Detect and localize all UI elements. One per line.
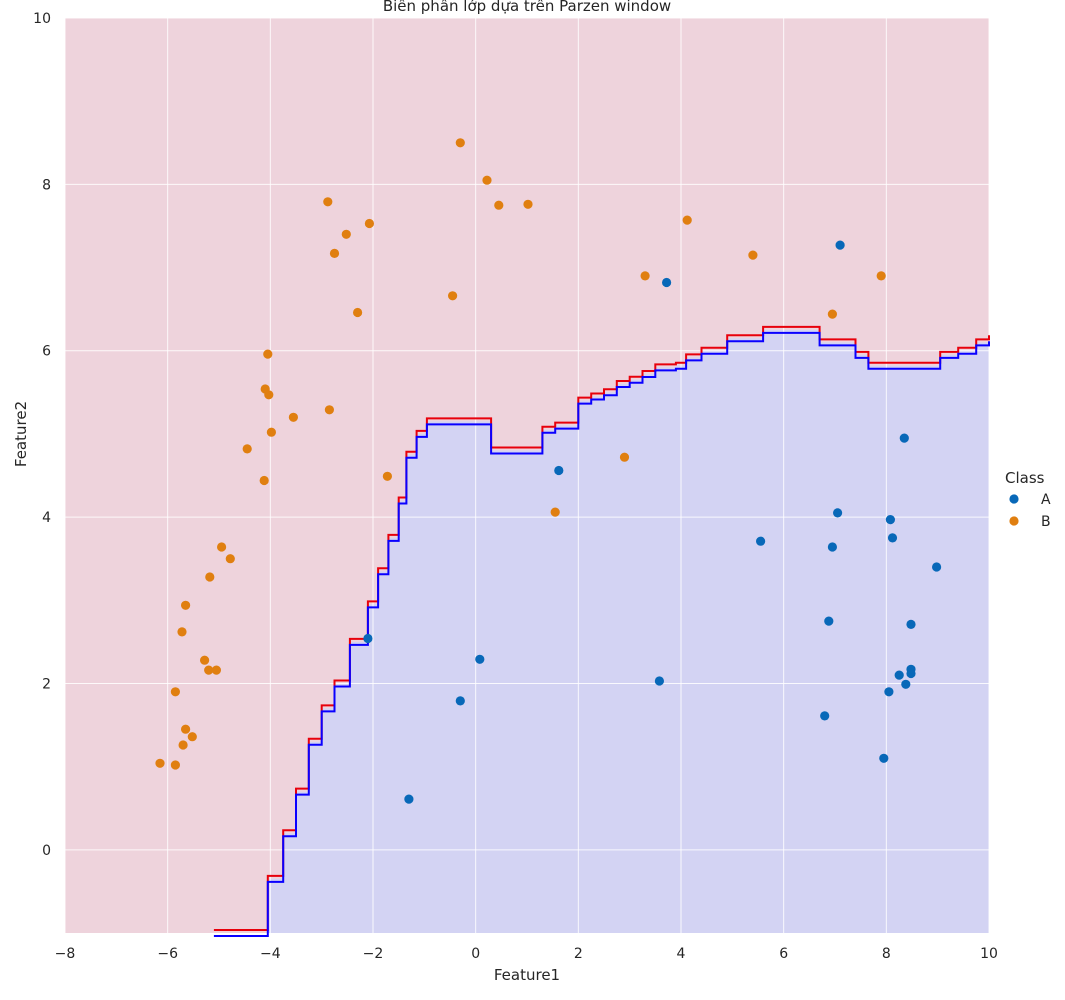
scatter-point-b bbox=[181, 600, 191, 610]
scatter-point-a bbox=[894, 670, 904, 680]
y-tick-label: 2 bbox=[42, 676, 51, 692]
scatter-point-b bbox=[619, 452, 630, 462]
scatter-point-b bbox=[323, 197, 333, 207]
scatter-point-a bbox=[906, 668, 916, 679]
scatter-point-b bbox=[181, 724, 191, 734]
scatter-point-b bbox=[242, 444, 252, 454]
scatter-point-a bbox=[884, 687, 894, 697]
scatter-point-a bbox=[879, 753, 889, 763]
scatter-point-b bbox=[364, 218, 374, 229]
scatter-point-a bbox=[827, 542, 838, 552]
y-axis-label: Feature2 bbox=[12, 401, 30, 467]
scatter-point-b bbox=[827, 309, 838, 319]
scatter-point-a bbox=[554, 465, 564, 476]
legend-marker-b bbox=[1009, 516, 1019, 526]
x-tick-label: 6 bbox=[779, 946, 788, 962]
scatter-point-a bbox=[756, 536, 766, 546]
scatter-point-a bbox=[835, 240, 845, 250]
x-tick-label: 8 bbox=[882, 946, 891, 962]
y-tick-label: 0 bbox=[42, 843, 51, 859]
boundary-line-inner bbox=[213, 331, 990, 937]
scatter-point-a bbox=[404, 794, 414, 804]
scatter-point-b bbox=[550, 507, 560, 517]
legend-label-a: A bbox=[1041, 492, 1051, 508]
scatter-point-b bbox=[640, 271, 650, 281]
scatter-point-b bbox=[187, 732, 197, 742]
y-tick-label: 10 bbox=[33, 11, 51, 27]
scatter-point-b bbox=[324, 405, 334, 415]
scatter-point-b bbox=[494, 200, 504, 210]
scatter-point-b bbox=[170, 687, 180, 697]
scatter-point-b bbox=[353, 307, 363, 318]
chart-title: Biên phân lớp dựa trên Parzen window bbox=[383, 0, 671, 15]
scatter-point-b bbox=[329, 248, 340, 258]
x-tick-label: −6 bbox=[157, 946, 178, 962]
scatter-point-a bbox=[901, 679, 911, 689]
x-tick-label: −2 bbox=[363, 946, 384, 962]
scatter-point-b bbox=[448, 291, 458, 301]
scatter-point-b bbox=[259, 475, 269, 486]
scatter-point-b bbox=[264, 390, 274, 400]
x-tick-label: 2 bbox=[574, 946, 583, 962]
scatter-point-b bbox=[382, 471, 392, 481]
legend: Class AB bbox=[1005, 469, 1051, 530]
scatter-point-a bbox=[932, 562, 942, 572]
scatter-point-b bbox=[225, 554, 235, 564]
legend-title: Class bbox=[1005, 469, 1045, 487]
x-tick-label: −8 bbox=[55, 946, 76, 962]
scatter-point-b bbox=[263, 349, 273, 359]
x-tick-label: −4 bbox=[260, 946, 281, 962]
legend-marker-a bbox=[1009, 494, 1019, 504]
legend-label-b: B bbox=[1041, 514, 1051, 530]
scatter-point-a bbox=[833, 508, 843, 518]
scatter-point-b bbox=[266, 427, 276, 437]
scatter-point-b bbox=[170, 760, 180, 770]
y-tick-label: 4 bbox=[42, 510, 51, 526]
region-a-fill bbox=[213, 329, 989, 933]
scatter-point-b bbox=[217, 542, 227, 552]
scatter-point-b bbox=[177, 627, 187, 637]
scatter-point-a bbox=[906, 619, 916, 630]
scatter-point-b bbox=[155, 758, 165, 768]
scatter-point-a bbox=[824, 616, 834, 626]
scatter-point-a bbox=[820, 711, 830, 721]
scatter-point-b bbox=[178, 740, 188, 750]
y-tick-label: 8 bbox=[42, 177, 51, 193]
scatter-point-b bbox=[523, 199, 533, 209]
scatter-point-a bbox=[899, 433, 909, 443]
boundary-line-outer bbox=[213, 325, 990, 931]
scatter-point-b bbox=[288, 412, 298, 422]
scatter-point-a bbox=[363, 633, 373, 644]
scatter-point-a bbox=[887, 533, 898, 543]
scatter-point-a bbox=[885, 515, 896, 525]
scatter-point-b bbox=[211, 665, 221, 675]
x-tick-label: 4 bbox=[677, 946, 686, 962]
x-tick-label: 10 bbox=[980, 946, 998, 962]
scatter-point-b bbox=[205, 572, 215, 582]
scatter-point-b bbox=[482, 175, 492, 185]
scatter-point-b bbox=[200, 655, 210, 665]
scatter-point-a bbox=[475, 654, 485, 664]
y-tick-label: 6 bbox=[42, 344, 51, 360]
scatter-point-a bbox=[654, 676, 665, 686]
scatter-point-b bbox=[341, 229, 351, 239]
plot-area bbox=[64, 17, 990, 937]
scatter-point-a bbox=[455, 696, 465, 706]
scatter-point-b bbox=[204, 665, 214, 675]
scatter-point-a bbox=[662, 277, 672, 288]
x-axis-label: Feature1 bbox=[494, 966, 560, 984]
scatter-point-b bbox=[876, 271, 886, 281]
scatter-point-b bbox=[748, 250, 758, 260]
scatter-point-b bbox=[455, 138, 465, 148]
scatter-point-b bbox=[682, 215, 692, 225]
x-tick-label: 0 bbox=[471, 946, 480, 962]
